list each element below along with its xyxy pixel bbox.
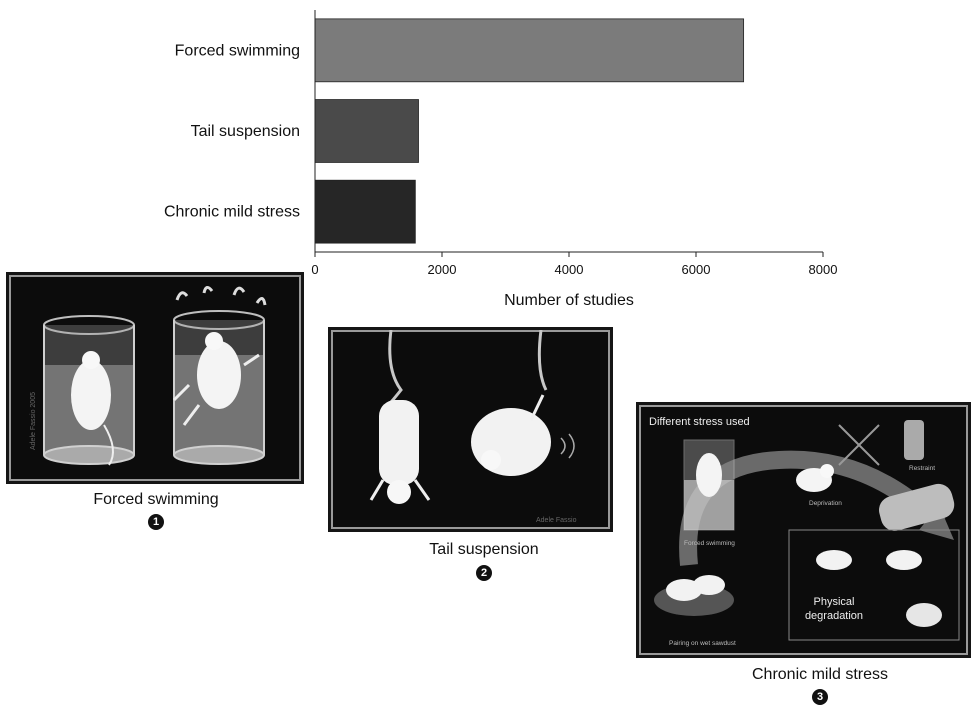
- label-restraint: Restraint: [909, 465, 935, 472]
- category-label: Chronic mild stress: [164, 204, 300, 221]
- category-label: Tail suspension: [191, 123, 300, 140]
- bars-layer: [314, 18, 745, 244]
- caption-tail-suspension: Tail suspension: [429, 541, 539, 558]
- x-ticks: 0 2000 4000 6000 8000: [311, 252, 837, 277]
- category-labels: Forced swimming Tail suspension Chronic mi…: [164, 42, 300, 220]
- bar-chronic-mild-stress: [314, 179, 416, 244]
- bar-chart: 0 2000 4000 6000 8000 Forced swimming Tail su…: [164, 10, 837, 309]
- x-tick-label: 0: [311, 262, 318, 277]
- x-axis-title: Number of studies: [504, 292, 634, 309]
- tail-suspension-illustration: Adele Fassio: [328, 327, 613, 532]
- label-physical: Physical: [814, 596, 855, 608]
- number-badge-2: 2: [476, 565, 492, 581]
- signature: Adele Fassio: [536, 517, 577, 524]
- category-label: Forced swimming: [175, 42, 300, 59]
- x-tick-label: 6000: [682, 262, 711, 277]
- bar-tail-suspension: [314, 99, 419, 163]
- caption-forced-swimming: Forced swimming: [93, 491, 219, 508]
- x-tick-label: 2000: [428, 262, 457, 277]
- x-tick-label: 8000: [809, 262, 838, 277]
- label-degradation: degradation: [805, 610, 863, 622]
- x-tick-label: 4000: [555, 262, 584, 277]
- bar-forced-swimming: [314, 18, 745, 83]
- panel-header: Different stress used: [649, 416, 750, 428]
- caption-chronic-mild-stress: Chronic mild stress: [751, 666, 889, 683]
- signature: Adele Fassio 2005: [30, 392, 37, 450]
- label-forced-swimming: Forced swimming: [684, 540, 735, 547]
- chronic-mild-stress-illustration: Different stress used Forced swimming De…: [636, 402, 971, 658]
- forced-swimming-illustration: Adele Fassio 2005: [6, 272, 304, 484]
- number-badge-1: 1: [148, 514, 164, 530]
- number-badge-3: 3: [812, 689, 828, 705]
- label-deprivation: Deprivation: [809, 500, 842, 507]
- label-pairing: Pairing on wet sawdust: [669, 640, 736, 647]
